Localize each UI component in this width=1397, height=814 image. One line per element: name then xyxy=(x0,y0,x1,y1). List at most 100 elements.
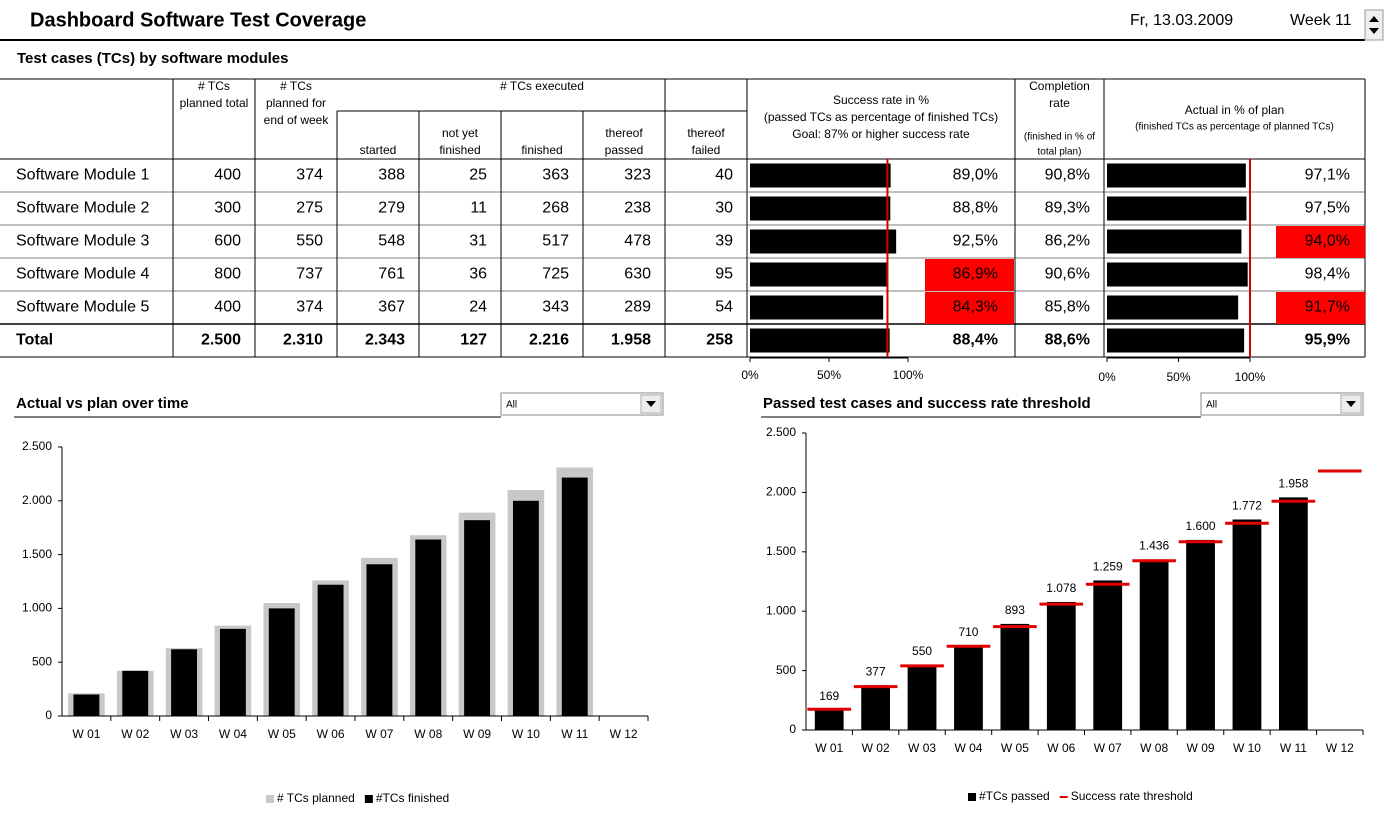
cell-value: 2.500 xyxy=(201,332,241,349)
cell-value: 548 xyxy=(378,233,405,250)
column-header: Actual in % of plan xyxy=(1185,103,1284,117)
cell-value: 550 xyxy=(296,233,323,250)
bar xyxy=(907,664,937,730)
x-tick-label: W 05 xyxy=(1001,741,1029,755)
value-label: 92,5% xyxy=(953,233,998,250)
cell-value: 630 xyxy=(624,266,651,283)
x-tick-label: 0% xyxy=(741,368,759,382)
dropdown-arrow[interactable] xyxy=(646,401,656,407)
x-tick-label: 0% xyxy=(1098,370,1116,384)
cell-value: 127 xyxy=(460,332,487,349)
bar xyxy=(1107,229,1242,254)
x-tick-label: W 03 xyxy=(908,741,936,755)
y-tick-label: 2.500 xyxy=(766,425,796,439)
y-tick-label: 2.000 xyxy=(22,493,52,507)
cell-value: 1.958 xyxy=(611,332,651,349)
cell-value: 343 xyxy=(542,299,569,316)
cell-value: 323 xyxy=(624,167,651,184)
cell-value: 761 xyxy=(378,266,405,283)
bar xyxy=(415,539,442,716)
cell-value: 289 xyxy=(624,299,651,316)
cell-value: 800 xyxy=(214,266,241,283)
cell-value: 88,6% xyxy=(1045,332,1090,349)
x-tick-label: W 03 xyxy=(170,727,198,741)
cell-value: 374 xyxy=(296,299,323,316)
highlight-cell xyxy=(1276,226,1365,258)
filter-dropdown[interactable] xyxy=(500,392,664,416)
value-label: 169 xyxy=(819,689,839,703)
bar xyxy=(366,564,393,716)
bar xyxy=(1232,519,1262,730)
spin-button[interactable] xyxy=(1364,9,1384,41)
value-label: 377 xyxy=(866,664,886,678)
column-header: thereof xyxy=(687,126,725,140)
x-tick-label: W 08 xyxy=(1140,741,1168,755)
bar xyxy=(1278,497,1308,730)
row-label: Software Module 1 xyxy=(16,167,150,184)
column-note: (finished TCs as percentage of planned T… xyxy=(1135,122,1334,133)
cell-value: 478 xyxy=(624,233,651,250)
y-tick-label: 1.000 xyxy=(766,603,796,617)
dropdown-arrow[interactable] xyxy=(1346,401,1356,407)
bar xyxy=(750,196,891,221)
spin-down[interactable] xyxy=(1369,28,1379,34)
filter-value[interactable]: All xyxy=(506,400,517,411)
cell-value: 517 xyxy=(542,233,569,250)
x-tick-label: W 05 xyxy=(268,727,296,741)
cell-value: 39 xyxy=(715,233,733,250)
cell-value: 737 xyxy=(296,266,323,283)
bar xyxy=(861,685,891,730)
filter-dropdown[interactable] xyxy=(1200,392,1364,416)
cell-value: 238 xyxy=(624,200,651,217)
x-tick-label: W 12 xyxy=(1326,741,1354,755)
y-tick-label: 500 xyxy=(776,663,796,677)
row-label: Software Module 3 xyxy=(16,233,150,250)
cell-value: 300 xyxy=(214,200,241,217)
cell-value: 24 xyxy=(469,299,487,316)
bar xyxy=(268,608,295,716)
cell-value: 2.310 xyxy=(283,332,323,349)
cell-value: 258 xyxy=(706,332,733,349)
y-tick-label: 2.000 xyxy=(766,485,796,499)
cell-value: 363 xyxy=(542,167,569,184)
cell-value: 400 xyxy=(214,299,241,316)
column-header: started xyxy=(360,143,397,157)
bar xyxy=(512,500,539,716)
x-tick-label: W 09 xyxy=(463,727,491,741)
x-tick-label: W 01 xyxy=(815,741,843,755)
bar xyxy=(750,262,888,287)
cell-value: 275 xyxy=(296,200,323,217)
x-tick-label: W 09 xyxy=(1187,741,1215,755)
cell-value: 374 xyxy=(296,167,323,184)
value-label: 95,9% xyxy=(1305,332,1350,349)
legend-label: Success rate threshold xyxy=(1071,789,1193,803)
column-header: Goal: 87% or higher success rate xyxy=(792,127,970,141)
bar xyxy=(750,328,890,353)
bar xyxy=(750,229,897,254)
x-tick-label: W 04 xyxy=(954,741,982,755)
row-label: Total xyxy=(16,332,53,349)
filter-value[interactable]: All xyxy=(1206,400,1217,411)
spin-frame[interactable] xyxy=(1364,9,1384,41)
cell-value: 367 xyxy=(378,299,405,316)
bar xyxy=(1107,163,1246,188)
x-tick-label: W 06 xyxy=(317,727,345,741)
bar xyxy=(1000,623,1030,730)
spin-up[interactable] xyxy=(1369,16,1379,22)
y-tick-label: 1.500 xyxy=(22,547,52,561)
bar xyxy=(1107,295,1239,320)
bar xyxy=(317,584,344,716)
value-label: 98,4% xyxy=(1305,266,1350,283)
cell-value: 725 xyxy=(542,266,569,283)
bar xyxy=(954,645,983,730)
value-label: 1.958 xyxy=(1278,477,1308,491)
value-label: 97,1% xyxy=(1305,167,1350,184)
column-header: # TCs xyxy=(198,79,230,93)
cell-value: 2.216 xyxy=(529,332,569,349)
chart-title: Actual vs plan over time xyxy=(16,395,189,412)
week: Week 11 xyxy=(1290,12,1352,29)
cell-value: 54 xyxy=(715,299,733,316)
column-note: total plan) xyxy=(1038,147,1082,158)
